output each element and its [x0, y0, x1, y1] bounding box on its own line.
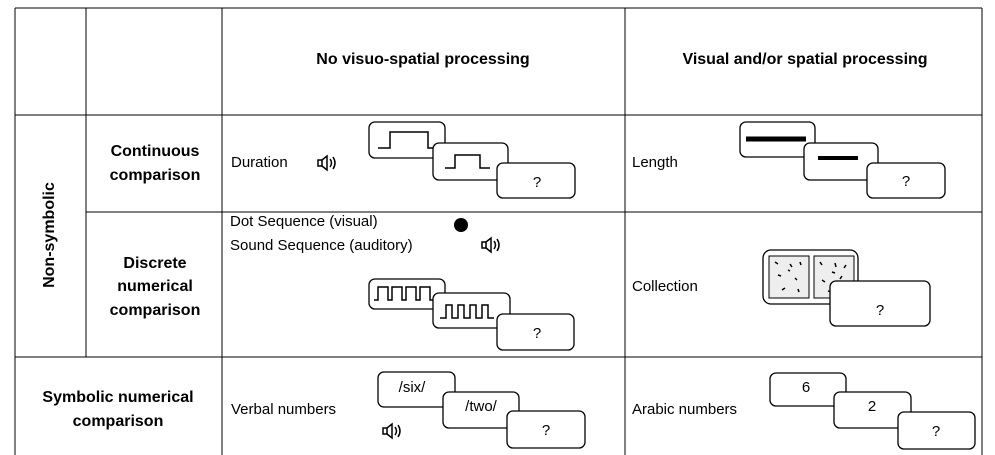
row-label: Discrete [123, 255, 186, 272]
stimulus-box [377, 371, 456, 408]
box-text: 2 [868, 398, 876, 415]
table-grid [14, 7, 983, 455]
cell-label: Length [632, 154, 678, 171]
cell-label: Dot Sequence (visual) [230, 213, 378, 230]
cell-label: Collection [632, 278, 698, 295]
stimulus-box [432, 142, 509, 181]
box-text: 6 [802, 379, 810, 396]
group-label: Non-symbolic [41, 182, 58, 288]
waveform [378, 131, 438, 149]
speaker-icon [382, 422, 401, 440]
column-header: Visual and/or spatial processing [682, 51, 927, 68]
row-label: Symbolic numerical [42, 389, 193, 406]
stimulus-box [496, 162, 576, 199]
stimulus-box [829, 280, 931, 327]
box-text: ? [542, 422, 550, 439]
dot-icon [454, 218, 468, 232]
box-text: /two/ [465, 398, 498, 415]
box-text: ? [876, 302, 884, 319]
box-text: /six/ [399, 379, 427, 396]
speaker-icon [481, 236, 500, 254]
box-text: ? [533, 325, 541, 342]
stimulus-box [897, 411, 976, 450]
stimulus-box [866, 162, 946, 199]
stimulus-box [506, 410, 586, 449]
box-text: ? [932, 423, 940, 440]
waveform [440, 304, 494, 319]
waveform [445, 154, 490, 169]
stimulus-box [496, 313, 575, 351]
stimulus-box [833, 391, 912, 429]
cell-label: Sound Sequence (auditory) [230, 237, 413, 254]
row-label: Continuous [111, 143, 200, 160]
stimulus-box [432, 292, 511, 329]
stimulus-box [368, 121, 446, 159]
cell-label: Arabic numbers [632, 401, 737, 418]
box-text: ? [533, 174, 541, 191]
waveform [374, 286, 436, 301]
row-label: numerical [117, 278, 193, 295]
column-header: No visuo-spatial processing [316, 51, 529, 68]
cell-label: Verbal numbers [231, 401, 336, 418]
row-label: comparison [110, 167, 201, 184]
box-text: ? [902, 173, 910, 190]
stimulus-box [442, 391, 520, 429]
stimulus-box [769, 372, 847, 407]
row-label: comparison [110, 302, 201, 319]
stimulus-box [803, 142, 879, 181]
speaker-icon [317, 154, 336, 172]
cell-label: Duration [231, 154, 288, 171]
row-label: comparison [73, 413, 164, 430]
